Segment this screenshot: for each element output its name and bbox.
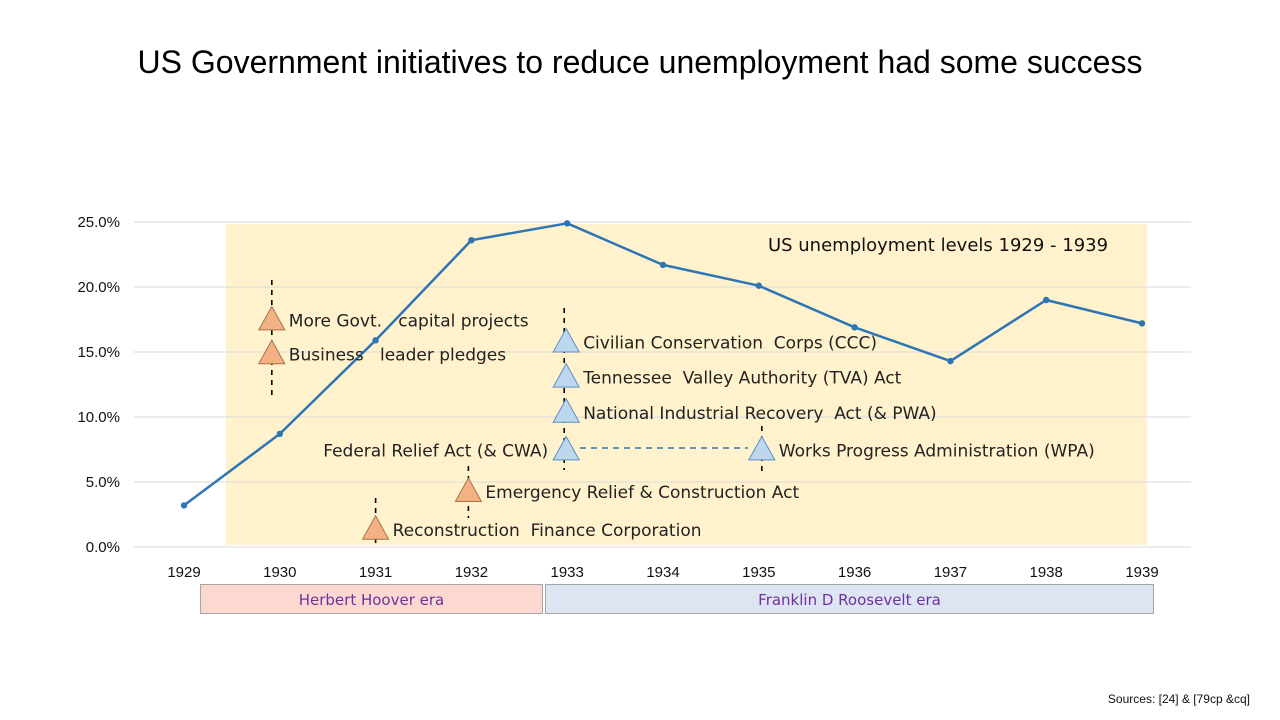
sources-note: Sources: [24] & [79cp &cq] (1107, 692, 1250, 706)
policy-annotations: More Govt. capital projects Business lead… (257, 280, 1095, 548)
data-point (1043, 296, 1050, 304)
x-tick-label: 1932 (455, 564, 488, 581)
x-tick-label: 1931 (359, 564, 392, 581)
highlight-band (226, 224, 1147, 545)
data-point (1138, 320, 1146, 327)
data-point (755, 282, 762, 289)
roosevelt-era-bar: Franklin D Roosevelt era (545, 584, 1154, 614)
policy-marker (747, 435, 776, 461)
y-tick-label: 10.0% (77, 409, 120, 426)
annotation-label: Emergency Relief & Construction Act (485, 483, 799, 503)
x-tick-label: 1936 (838, 564, 871, 581)
annotation-label: Civilian Conservation Corps (CCC) (583, 334, 877, 354)
data-point (851, 324, 858, 331)
policy-marker (257, 339, 286, 365)
x-tick-label: 1929 (167, 564, 200, 581)
data-point (372, 337, 379, 344)
data-point (276, 430, 283, 438)
x-tick-label: 1935 (742, 564, 775, 581)
data-point (947, 357, 954, 365)
policy-marker (454, 477, 483, 502)
data-point (659, 261, 667, 269)
annotation-label: Federal Relief Act (& CWA) (323, 442, 548, 462)
x-tick-label: 1938 (1030, 564, 1063, 581)
y-tick-label: 15.0% (77, 344, 120, 361)
annotation-label: Tennessee Valley Authority (TVA) Act (582, 369, 901, 389)
unemployment-series (180, 220, 1146, 509)
slide-title: US Government initiatives to reduce unem… (137, 44, 1143, 80)
policy-marker (257, 305, 286, 331)
policy-marker (552, 362, 581, 388)
chart-title: US unemployment levels 1929 - 1939 (768, 235, 1108, 256)
y-tick-label: 5.0% (86, 474, 120, 491)
y-tick-label: 25.0% (77, 214, 120, 231)
policy-marker (552, 327, 581, 353)
y-tick-label: 20.0% (77, 279, 120, 296)
annotation-label: Works Progress Administration (WPA) (779, 442, 1095, 462)
annotation-label: More Govt. capital projects (289, 312, 529, 332)
x-tick-label: 1934 (646, 564, 679, 581)
y-axis-ticks: 0.0% 5.0% 10.0% 15.0% 20.0% 25.0% (77, 214, 120, 556)
annotation-label: Reconstruction Finance Corporation (393, 521, 702, 541)
y-tick-label: 0.0% (86, 539, 120, 556)
policy-marker (361, 514, 390, 540)
hoover-era-bar: Herbert Hoover era (200, 584, 543, 614)
annotation-label: Business leader pledges (289, 345, 506, 365)
x-axis-ticks: 1929 1930 1931 1932 1933 1934 1935 1936 1937 1938… (167, 564, 1158, 581)
gridlines (134, 221, 1191, 548)
data-point (180, 502, 188, 509)
x-tick-label: 1933 (551, 564, 584, 581)
x-tick-label: 1937 (934, 564, 967, 581)
data-point (564, 220, 571, 227)
x-tick-label: 1939 (1125, 564, 1158, 581)
policy-marker (552, 435, 581, 461)
data-point (468, 237, 475, 244)
policy-marker (552, 397, 581, 423)
x-tick-label: 1930 (263, 564, 296, 581)
annotation-label: National Industrial Recovery Act (& PWA) (583, 404, 936, 424)
